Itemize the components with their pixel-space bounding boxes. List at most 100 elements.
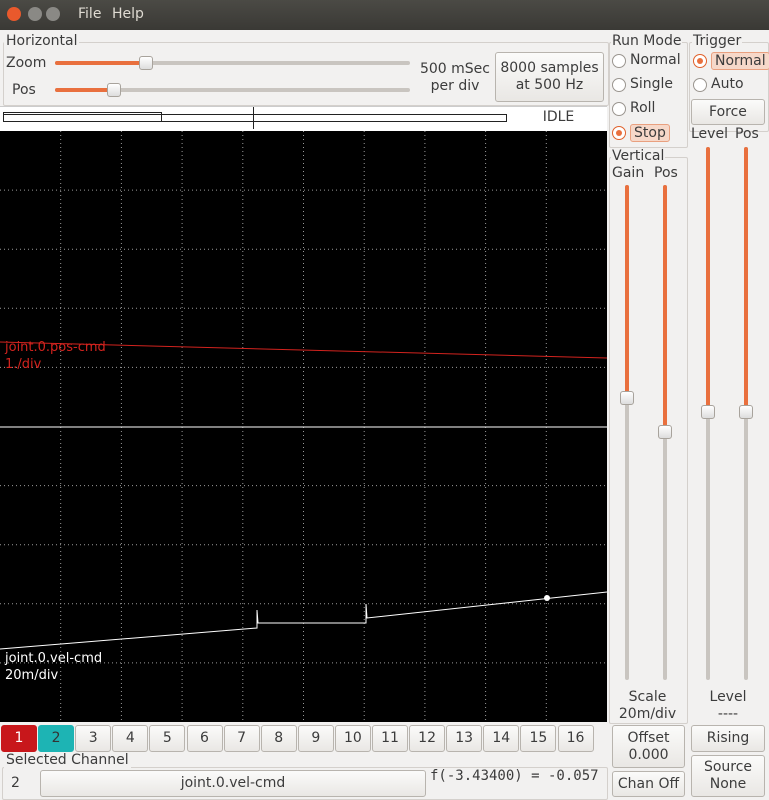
chan-off-text: Chan Off — [617, 775, 680, 792]
channel-button[interactable]: 14 — [483, 725, 520, 752]
status: IDLE — [542, 109, 575, 125]
zoom-fill — [55, 61, 145, 65]
radio[interactable] — [612, 102, 626, 116]
force-text: Force — [709, 103, 747, 120]
trace-scale: 20m/div — [5, 668, 58, 683]
trigger-pos-thumb[interactable] — [739, 405, 753, 419]
pos-label: Pos — [12, 82, 36, 98]
channel-button[interactable]: 16 — [557, 725, 594, 752]
trace-name: joint.0.pos-cmd — [4, 340, 106, 355]
radio-label[interactable]: Normal — [630, 52, 681, 68]
gain-track[interactable] — [625, 185, 629, 680]
channel-button[interactable]: 2 — [38, 725, 75, 752]
vertical-pos-label: Pos — [654, 165, 678, 181]
channel-button[interactable]: 6 — [186, 725, 223, 752]
horizontal-title: Horizontal — [4, 33, 80, 49]
trace-scale: 1./div — [5, 357, 42, 372]
trigger-title: Trigger — [692, 33, 743, 49]
scale-title: Scale — [628, 689, 667, 705]
gain-label: Gain — [612, 165, 645, 181]
scope-display: joint.0.pos-cmd 1./div joint.0.vel-cmd 2… — [0, 131, 607, 722]
channel-button[interactable]: 13 — [446, 725, 483, 752]
samples-line: 8000 samples — [500, 60, 599, 76]
radio[interactable] — [612, 78, 626, 92]
vertical-frame — [609, 157, 688, 724]
menu-help[interactable]: Help — [112, 6, 144, 22]
vertical-title: Vertical — [611, 148, 666, 164]
radio-label[interactable]: Stop — [630, 124, 670, 142]
readout: f(-3.43400) = -0.057 — [430, 768, 599, 784]
radio[interactable] — [612, 126, 626, 140]
samples-line: at 500 Hz — [515, 77, 584, 93]
close-button[interactable] — [7, 7, 21, 21]
title-bar — [0, 0, 769, 30]
radio[interactable] — [693, 54, 707, 68]
channel-button[interactable]: 11 — [372, 725, 408, 752]
chan-off-button[interactable]: Chan Off — [612, 771, 685, 797]
pos-track[interactable] — [55, 88, 410, 92]
edge-button[interactable]: Rising — [691, 725, 765, 752]
channel-button[interactable]: 10 — [334, 725, 371, 752]
menu-file[interactable]: File — [78, 6, 102, 22]
trigger-level-fill — [706, 147, 710, 411]
run-mode-title: Run Mode — [611, 33, 683, 49]
pos-fill — [55, 88, 113, 92]
offset-line: 0.000 — [628, 746, 669, 763]
channel-button[interactable]: 4 — [112, 725, 149, 752]
offset-button[interactable]: Offset 0.000 — [612, 725, 685, 768]
pos-thumb[interactable] — [107, 83, 121, 97]
trigger-level-value: ---- — [717, 706, 739, 722]
trigger-level-thumb[interactable] — [701, 405, 715, 419]
horizontal-frame — [3, 42, 609, 106]
time-per-div-line: 500 mSec — [419, 61, 490, 77]
overview-trigger — [253, 107, 254, 129]
channel-button[interactable]: 3 — [75, 725, 112, 752]
trace-vel-cmd — [0, 591, 607, 650]
source-button[interactable]: Source None — [691, 755, 765, 797]
channel-button[interactable]: 8 — [260, 725, 297, 752]
radio-label[interactable]: Roll — [630, 100, 656, 116]
zoom-thumb[interactable] — [139, 56, 153, 70]
trigger-pos-fill — [744, 147, 748, 411]
radio[interactable] — [693, 78, 707, 92]
selected-name: joint.0.vel-cmd — [180, 775, 286, 791]
radio-label[interactable]: Auto — [711, 76, 744, 92]
selected-title: Selected Channel — [4, 752, 131, 768]
minimize-button[interactable] — [28, 7, 42, 21]
source-line: None — [709, 776, 747, 792]
maximize-button[interactable] — [46, 7, 60, 21]
trigger-pos-label: Pos — [735, 126, 759, 142]
edge-text: Rising — [706, 730, 750, 746]
vpos-thumb[interactable] — [658, 425, 672, 439]
channel-button[interactable]: 7 — [223, 725, 260, 752]
channel-button[interactable]: 9 — [297, 725, 334, 752]
radio-label[interactable]: Single — [630, 76, 674, 92]
radio[interactable] — [612, 54, 626, 68]
trace-name: joint.0.vel-cmd — [4, 651, 102, 666]
channel-button[interactable]: 5 — [149, 725, 186, 752]
selected-number: 2 — [11, 775, 20, 791]
cursor-dot — [544, 595, 550, 601]
radio-label[interactable]: Normal — [711, 52, 769, 70]
time-per-div-line: per div — [430, 78, 480, 94]
source-line: Source — [703, 759, 753, 775]
time-per-div: 500 mSec per div — [415, 61, 495, 95]
gain-thumb[interactable] — [620, 391, 634, 405]
vpos-fill — [663, 185, 667, 431]
offset-line: Offset — [627, 729, 670, 746]
trace-pos-cmd — [0, 341, 607, 359]
scale-value: 20m/div — [618, 706, 677, 722]
channel-button[interactable]: 1 — [1, 725, 37, 752]
gain-fill — [625, 185, 629, 397]
zoom-track[interactable] — [55, 61, 410, 65]
samples-button[interactable]: 8000 samples at 500 Hz — [495, 52, 604, 102]
channel-button[interactable]: 15 — [520, 725, 557, 752]
selected-name-button[interactable]: joint.0.vel-cmd — [40, 770, 426, 797]
trigger-level-label: Level — [691, 126, 728, 142]
force-button[interactable]: Force — [691, 99, 765, 125]
overview-bar — [0, 106, 607, 131]
overview-window — [3, 112, 162, 122]
channel-button[interactable]: 12 — [409, 725, 446, 752]
